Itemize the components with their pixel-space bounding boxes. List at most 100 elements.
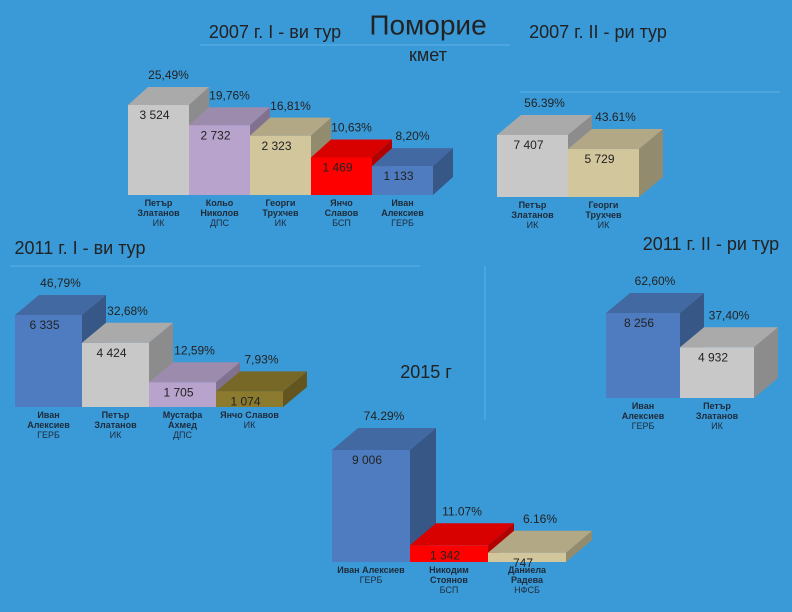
bar-side: [410, 428, 436, 562]
value-label: 1 469: [322, 161, 352, 175]
bar: [372, 166, 433, 195]
value-label: 5 729: [584, 152, 614, 166]
candidate-name: Петър Златанов: [695, 401, 739, 421]
bar: [568, 149, 639, 197]
percentage-label: 8,20%: [395, 129, 429, 143]
value-label: 1 133: [383, 169, 413, 183]
bar-top: [372, 148, 453, 167]
candidate-name: Иван Алексиев: [381, 198, 424, 218]
bar: [488, 552, 566, 562]
bar: [82, 342, 149, 407]
bar-top: [82, 322, 173, 343]
percentage-label: 16,81%: [270, 99, 311, 113]
candidate-name: Петър Златанов: [94, 410, 137, 430]
bar: [497, 135, 568, 197]
party-label: ИК: [109, 430, 122, 440]
value-label: 3 524: [139, 108, 169, 122]
candidate-name: Георги Трухчев: [262, 198, 299, 218]
bar: [250, 135, 311, 195]
bar: [680, 347, 754, 398]
candidate-name: Петър Златанов: [137, 198, 180, 218]
percentage-label: 6.16%: [523, 512, 557, 526]
value-label: 2 323: [261, 139, 291, 153]
candidate-name: Иван Алексиев: [621, 401, 665, 421]
value-label: 4 424: [96, 346, 126, 360]
bar-side: [566, 530, 592, 562]
percentage-label: 32,68%: [107, 304, 148, 318]
bar-side: [754, 327, 778, 398]
party-label: ДПС: [209, 218, 230, 228]
value-label: 1 342: [430, 548, 460, 562]
candidate-name: Георги Трухчев: [585, 200, 622, 220]
bar-top: [216, 371, 307, 392]
value-label: 1 705: [163, 385, 193, 399]
candidate-name: Иван Алексиев: [337, 565, 405, 575]
party-label: НФСБ: [514, 585, 540, 595]
bar-top: [488, 530, 592, 553]
value-label: 6 335: [29, 318, 59, 332]
bar: [606, 313, 680, 398]
percentage-label: 43.61%: [595, 110, 636, 124]
party-label: ГЕРБ: [37, 430, 60, 440]
bar-side: [639, 129, 663, 197]
percentage-label: 37,40%: [709, 308, 750, 322]
percentage-label: 11.07%: [442, 504, 482, 518]
value-label: 9 006: [352, 453, 382, 467]
value-label: 8 256: [624, 316, 654, 330]
chart-title: 2011 г. II - ри тур: [643, 234, 779, 254]
party-label: ИК: [243, 420, 256, 430]
party-label: ГЕРБ: [359, 575, 383, 585]
bar: [189, 125, 250, 195]
bar-top: [128, 87, 209, 105]
value-label: 1 074: [230, 395, 260, 409]
bar: [410, 545, 488, 562]
value-label: 4 932: [698, 350, 728, 364]
bar-top: [189, 107, 270, 126]
bar-top: [311, 139, 392, 158]
party-label: ГЕРБ: [391, 218, 414, 228]
candidate-name: Никодим Стоянов: [429, 565, 469, 585]
percentage-label: 25,49%: [148, 68, 189, 82]
main-title: Поморие: [369, 9, 486, 40]
bar-top: [568, 129, 663, 150]
chart-title: 2015 г: [400, 362, 452, 382]
bar-top: [332, 428, 436, 450]
party-label: ИК: [526, 220, 539, 230]
party-label: ДПС: [172, 430, 193, 440]
bar: [128, 105, 189, 195]
candidate-name: Янчо Славов: [220, 410, 279, 420]
chart-title: 2011 г. I - ви тур: [15, 238, 146, 258]
bar: [149, 382, 216, 407]
candidate-name: Янчо Славов: [324, 198, 359, 218]
bar-top: [15, 295, 106, 315]
candidate-name: Мустафа Ахмед: [162, 410, 203, 430]
bar: [311, 157, 372, 195]
percentage-label: 74.29%: [364, 409, 405, 423]
bar-top: [606, 293, 704, 313]
percentage-label: 62,60%: [635, 274, 676, 288]
percentage-label: 56.39%: [524, 96, 565, 110]
bar: [216, 391, 283, 407]
value-label: 747: [513, 556, 533, 570]
bar: [332, 450, 410, 562]
party-label: ИК: [597, 220, 610, 230]
party-label: ИК: [152, 218, 165, 228]
percentage-label: 7,93%: [244, 353, 278, 367]
bar-side: [433, 148, 453, 195]
bar-side: [283, 371, 307, 407]
percentage-label: 10,63%: [331, 121, 372, 135]
party-label: БСП: [332, 218, 351, 228]
bar-top: [250, 117, 331, 136]
candidate-name: Даниела Радева: [507, 565, 547, 585]
subtitle: кмет: [409, 45, 447, 65]
percentage-label: 46,79%: [40, 276, 81, 290]
bar: [15, 315, 82, 407]
chart-title: 2007 г. II - ри тур: [529, 22, 667, 42]
party-label: БСП: [439, 585, 459, 595]
percentage-label: 19,76%: [209, 88, 250, 102]
bar-top: [497, 115, 592, 135]
candidate-name: Иван Алексиев: [27, 410, 70, 430]
candidate-name: Петър Златанов: [511, 200, 554, 220]
party-label: ИК: [711, 421, 723, 431]
